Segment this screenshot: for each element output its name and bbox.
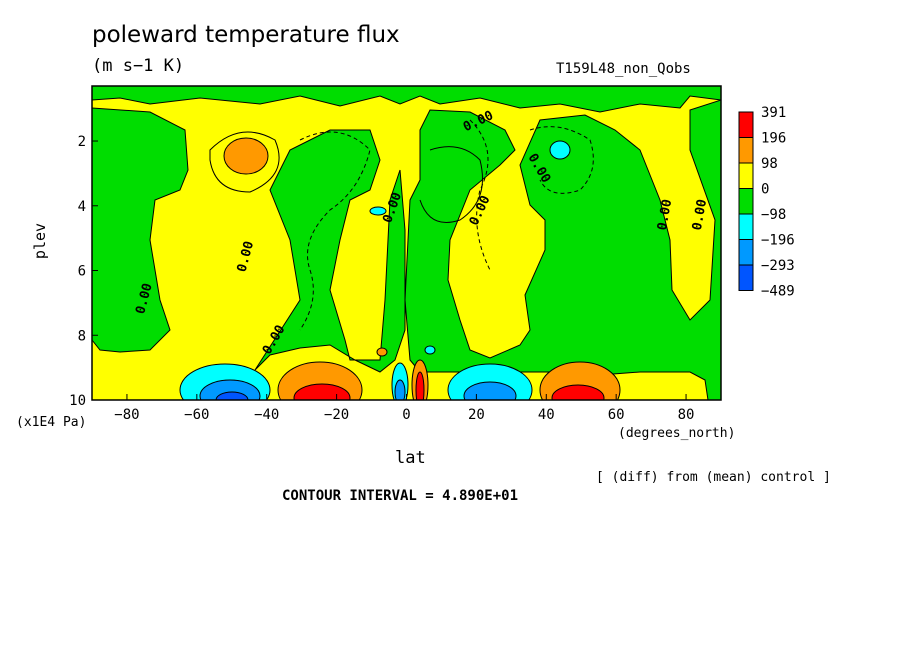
region-neg-top-strip: [92, 86, 721, 113]
x-axis-units: (degrees_north): [618, 426, 736, 441]
colorbar-swatch: [738, 188, 754, 215]
patch-eq-red: [415, 371, 425, 400]
x-axis-label: lat: [395, 448, 426, 468]
x-tick-label: −40: [254, 407, 279, 423]
colorbar-label: 196: [761, 131, 786, 147]
colorbar-label: 391: [761, 105, 786, 121]
contour-dashed-sh-upper: [299, 131, 371, 331]
patch-eq-blue: [394, 379, 406, 400]
patch-lower-nh-red: [551, 384, 605, 400]
contour-zero-label: 0.00: [690, 198, 710, 232]
colorbar-label: 0: [761, 182, 769, 198]
patch-lower-sh-red: [293, 383, 351, 400]
colorbar-swatch: [738, 162, 754, 189]
contour-dashed-nh-mid: [469, 119, 491, 271]
x-axis-ticks: −80 −60 −40 −20 0 20 40 60 80: [114, 394, 694, 423]
y-tick-label: 10: [69, 393, 86, 409]
diff-note: [ (diff) from (mean) control ]: [596, 470, 831, 485]
x-tick-label: −60: [184, 407, 209, 423]
colorbar-swatch: [738, 213, 754, 240]
chart-units: (m s−1 K): [92, 56, 185, 76]
colorbar-swatch: [738, 111, 754, 138]
patch-upper-sh-orange: [223, 137, 269, 175]
colorbar-label: −98: [761, 207, 786, 223]
y-axis-ticks: 2 4 6 8 10: [69, 134, 98, 409]
patch-small-cyan: [424, 345, 436, 355]
colorbar-swatch: [738, 137, 754, 164]
contour-solid-sh-upper: [209, 131, 280, 193]
colorbar: 391 196 98 0 −98 −196 −293 −489: [738, 105, 795, 300]
x-tick-label: 0: [402, 407, 410, 423]
region-neg-sh-mid: [254, 129, 406, 373]
colorbar-label: −489: [761, 284, 795, 300]
colorbar-label: −293: [761, 258, 795, 274]
x-tick-label: 60: [608, 407, 625, 423]
contour-solid-nh-mid: [419, 146, 483, 223]
colorbar-swatch: [738, 264, 754, 291]
contour-dashed-nh-upper: [529, 126, 594, 194]
patch-upper-nh-cyan: [549, 140, 571, 160]
patch-small-orange: [376, 347, 388, 357]
y-axis-units: (x1E4 Pa): [16, 415, 87, 430]
colorbar-label: 98: [761, 156, 778, 172]
colorbar-swatch: [738, 239, 754, 266]
y-tick-label: 2: [78, 134, 86, 150]
y-tick-label: 6: [78, 264, 86, 280]
patch-lower-nh-blue: [463, 381, 517, 400]
x-tick-label: 20: [468, 407, 485, 423]
patch-mid-cyan: [369, 206, 387, 216]
x-tick-label: −20: [324, 407, 349, 423]
y-tick-label: 8: [78, 328, 86, 344]
colorbar-label: −196: [761, 233, 795, 249]
contour-zero-label: 0.00: [655, 198, 675, 232]
x-tick-label: −80: [114, 407, 139, 423]
x-tick-label: 40: [538, 407, 555, 423]
x-tick-label: 80: [678, 407, 695, 423]
patch-lower-sh-darkblue: [215, 391, 249, 400]
chart-title: poleward temperature flux: [92, 22, 400, 48]
y-tick-label: 4: [78, 199, 86, 215]
run-label: T159L48_non_Qobs: [556, 61, 691, 77]
contour-interval: CONTOUR INTERVAL = 4.890E+01: [282, 488, 519, 504]
region-neg-sh-polar: [92, 107, 189, 353]
